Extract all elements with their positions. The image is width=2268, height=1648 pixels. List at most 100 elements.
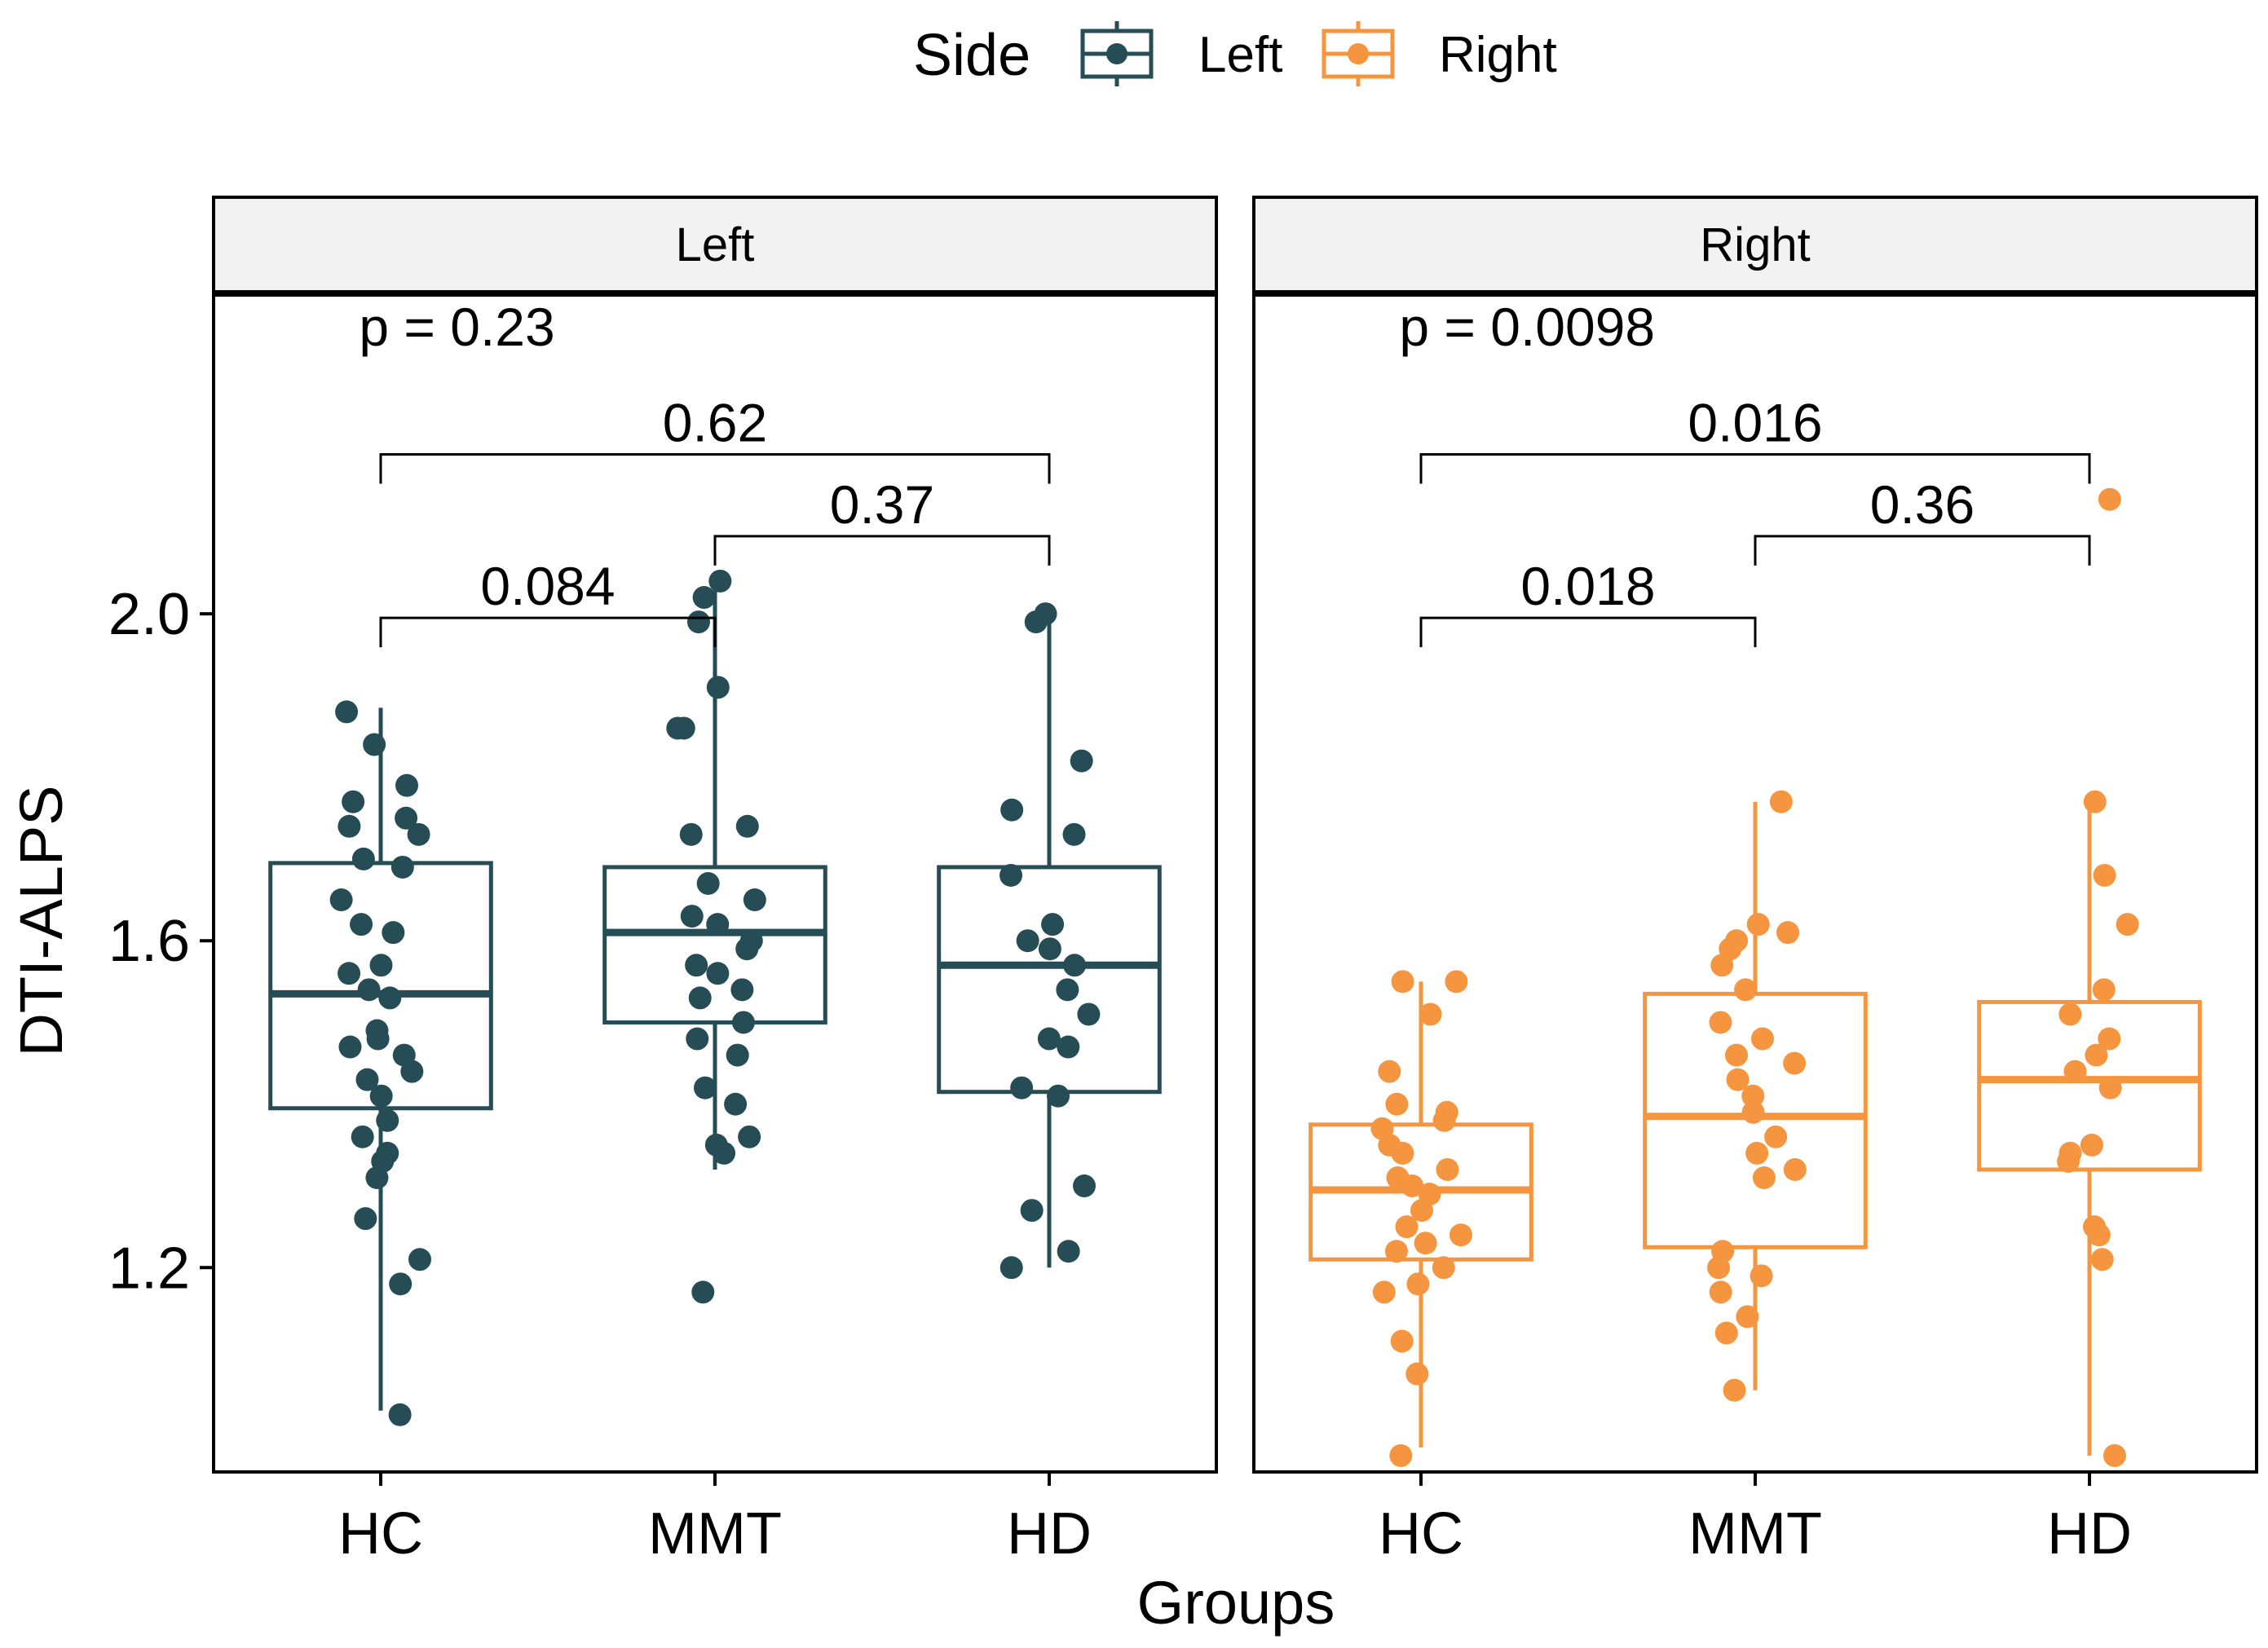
bracket-p-value: 0.37 — [830, 474, 934, 535]
data-point — [2087, 1223, 2111, 1247]
data-point — [1714, 1321, 1738, 1345]
data-point — [1432, 1108, 1456, 1132]
x-tick-label: MMT — [648, 1501, 782, 1566]
bracket-line — [713, 535, 1051, 566]
data-point — [724, 1092, 748, 1116]
y-tick-label: 1.6 — [108, 909, 190, 974]
data-point — [999, 1256, 1023, 1280]
data-point — [408, 1248, 431, 1271]
comparison-bracket: 0.084 — [379, 556, 717, 648]
points-hc — [329, 700, 431, 1426]
legend-label-right: Right — [1439, 27, 1557, 83]
data-point — [2093, 863, 2116, 887]
data-point — [708, 569, 732, 593]
data-point — [706, 962, 730, 985]
data-point — [1405, 1362, 1429, 1386]
data-point — [1406, 1272, 1430, 1296]
data-point — [1449, 1223, 1472, 1247]
bracket-line — [379, 453, 1051, 484]
legend-key-left — [1080, 21, 1154, 86]
comparison-bracket: 0.018 — [1419, 556, 1757, 648]
y-tick-label: 1.2 — [108, 1236, 190, 1301]
data-point — [1057, 1240, 1080, 1263]
data-point — [688, 986, 712, 1010]
data-point — [691, 1280, 715, 1304]
points-mmt — [666, 569, 766, 1304]
data-point — [1764, 1125, 1788, 1148]
comparison-bracket: 0.62 — [379, 393, 1051, 484]
data-point — [350, 913, 373, 936]
data-point — [1432, 1256, 1455, 1280]
data-point — [1077, 1002, 1101, 1026]
box-mmt — [602, 580, 827, 1170]
data-point — [1391, 970, 1414, 994]
data-point — [395, 773, 419, 797]
data-point — [696, 872, 720, 895]
points-hd — [2057, 487, 2139, 1467]
legend: Side Left Right — [913, 21, 1557, 88]
data-point — [342, 790, 365, 813]
legend-key-right — [1322, 21, 1395, 86]
comparison-bracket: 0.37 — [713, 474, 1051, 566]
data-point — [1746, 913, 1770, 936]
data-point — [338, 962, 361, 985]
box-hc — [268, 707, 493, 1411]
data-point — [351, 1125, 374, 1148]
points-mmt — [1707, 790, 1807, 1402]
box-iqr — [937, 865, 1162, 1095]
y-axis: 1.2 1.6 2.0 — [108, 582, 214, 1301]
x-tick-label: HC — [338, 1501, 423, 1566]
data-point — [730, 978, 754, 1002]
data-point — [1390, 1329, 1414, 1353]
data-point — [2092, 978, 2116, 1002]
data-point — [2058, 1002, 2082, 1026]
data-point — [735, 937, 759, 961]
facet-strip — [1252, 196, 2258, 293]
data-point — [382, 921, 405, 945]
data-point — [1783, 1051, 1807, 1075]
points-hc — [1370, 970, 1472, 1467]
panel-left: Left 0.62 0.37 0.084 p = 0.23 HC MMT HD — [212, 196, 1218, 1566]
data-point — [679, 822, 703, 846]
data-point — [369, 954, 393, 977]
data-point — [2098, 1027, 2121, 1051]
data-point — [2083, 790, 2107, 813]
data-point — [1000, 798, 1024, 822]
data-point — [1736, 1305, 1759, 1329]
bracket-p-value: 0.36 — [1870, 474, 1975, 535]
data-point — [706, 913, 730, 936]
points-hd — [999, 602, 1101, 1280]
global-p-value: p = 0.0098 — [1399, 297, 1655, 357]
data-point — [1378, 1060, 1401, 1083]
data-point — [1725, 1043, 1749, 1067]
data-point — [1395, 1215, 1419, 1239]
data-point — [376, 1108, 399, 1132]
data-point — [1750, 1027, 1774, 1051]
data-point — [1073, 1174, 1096, 1198]
data-point — [686, 1027, 709, 1051]
data-point — [1710, 954, 1734, 977]
data-point — [1734, 978, 1758, 1002]
data-point — [1037, 1027, 1061, 1051]
data-point — [743, 888, 766, 912]
data-point — [2116, 913, 2139, 936]
data-point — [2085, 1043, 2108, 1067]
data-point — [1709, 1011, 1732, 1034]
data-point — [1389, 1443, 1413, 1467]
facet-strip-label: Right — [1700, 218, 1810, 271]
data-point — [357, 978, 381, 1002]
data-point — [369, 1084, 393, 1108]
data-point — [1041, 913, 1065, 936]
data-point — [388, 1403, 412, 1426]
data-point — [1414, 1232, 1437, 1255]
data-point — [335, 700, 359, 724]
facet-strip-label: Left — [676, 218, 755, 271]
data-point — [1707, 1256, 1731, 1280]
bracket-p-value: 0.62 — [663, 393, 767, 453]
bracket-line — [1419, 616, 1757, 648]
data-point — [395, 806, 418, 830]
bracket-line — [1754, 535, 2091, 566]
box-hd — [937, 614, 1162, 1268]
bracket-line — [379, 616, 717, 648]
